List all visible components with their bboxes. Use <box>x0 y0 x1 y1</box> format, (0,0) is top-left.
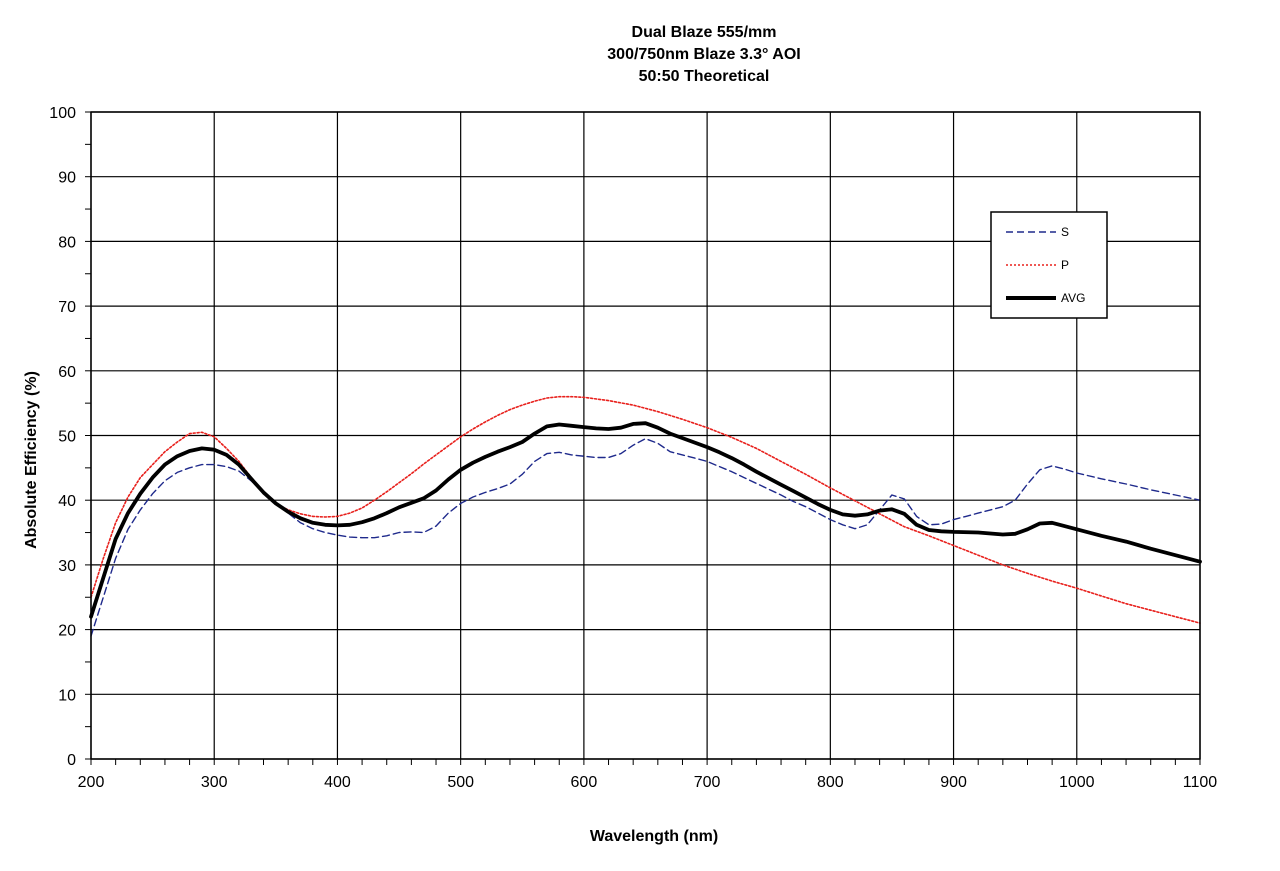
legend-box <box>990 211 1108 319</box>
legend: S P AVG <box>990 211 1108 319</box>
y-tick-label: 40 <box>58 493 76 510</box>
y-tick-label: 20 <box>58 623 76 640</box>
x-tick-label: 500 <box>447 774 474 791</box>
x-tick-label: 700 <box>694 774 721 791</box>
series-line-p <box>90 395 1201 624</box>
x-tick-label: 400 <box>324 774 351 791</box>
legend-label-avg: AVG <box>1061 291 1085 305</box>
plot-frame <box>90 111 1201 760</box>
x-tick-label: 900 <box>940 774 967 791</box>
minor-ticks <box>85 111 1201 765</box>
x-tick-label: 1100 <box>1183 774 1218 791</box>
y-tick-label: 0 <box>67 752 76 769</box>
legend-label-p: P <box>1061 258 1069 272</box>
series-line-s <box>90 438 1201 637</box>
y-tick-label: 90 <box>58 170 76 187</box>
title-line-2: 300/750nm Blaze 3.3° AOI <box>607 46 800 63</box>
x-tick-label: 200 <box>78 774 105 791</box>
y-tick-label: 50 <box>58 429 76 446</box>
series-layer <box>89 395 1202 637</box>
chart-title: Dual Blaze 555/mm 300/750nm Blaze 3.3° A… <box>607 24 800 85</box>
y-tick-label: 80 <box>58 234 76 251</box>
y-tick-label: 100 <box>49 105 76 122</box>
y-tick-label: 10 <box>58 687 76 704</box>
x-tick-label: 300 <box>201 774 228 791</box>
legend-label-s: S <box>1061 225 1069 239</box>
y-axis-label: Absolute Efficiency (%) <box>23 371 40 549</box>
title-line-3: 50:50 Theoretical <box>639 68 770 85</box>
grid-lines <box>90 111 1201 760</box>
series-line-avg <box>89 421 1202 619</box>
y-tick-label: 70 <box>58 299 76 316</box>
x-axis-label: Wavelength (nm) <box>590 828 718 845</box>
y-tick-label: 30 <box>58 558 76 575</box>
title-line-1: Dual Blaze 555/mm <box>632 24 777 41</box>
x-tick-label: 800 <box>817 774 844 791</box>
x-tick-label: 1000 <box>1059 774 1095 791</box>
y-tick-label: 60 <box>58 364 76 381</box>
x-tick-label: 600 <box>571 774 598 791</box>
tick-labels: 200 300 400 500 600 700 800 900 1000 1100 0 10 20 30 4… <box>49 105 1217 791</box>
